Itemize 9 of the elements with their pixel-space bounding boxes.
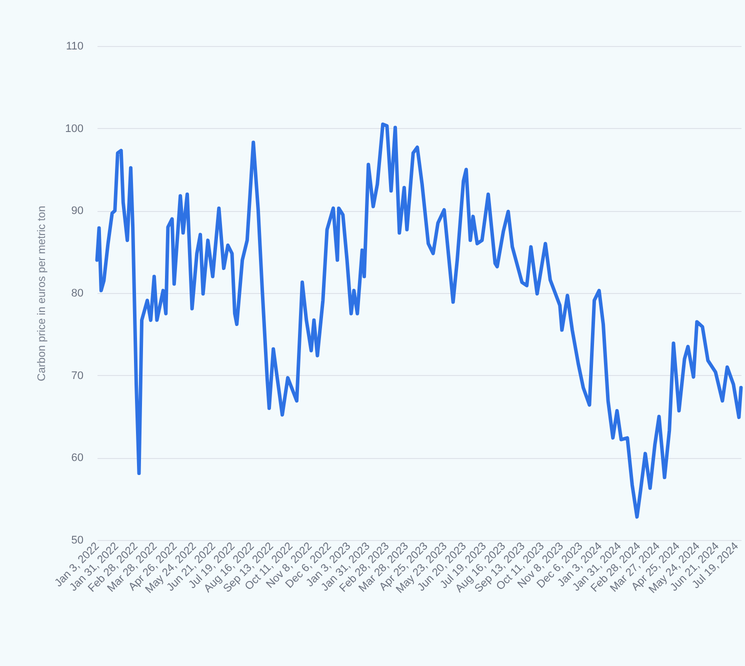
line-series	[95, 122, 743, 519]
y-tick-label: 100	[65, 122, 84, 135]
y-axis-title: Carbon price in euros per metric ton	[36, 206, 48, 382]
y-tick-label: 110	[66, 40, 84, 52]
y-tick-label: 80	[71, 288, 84, 300]
y-tick-label: 50	[71, 534, 84, 546]
y-tick-label: 70	[71, 370, 84, 382]
y-tick-label: 60	[71, 452, 84, 464]
y-tick-label: 90	[71, 205, 84, 218]
